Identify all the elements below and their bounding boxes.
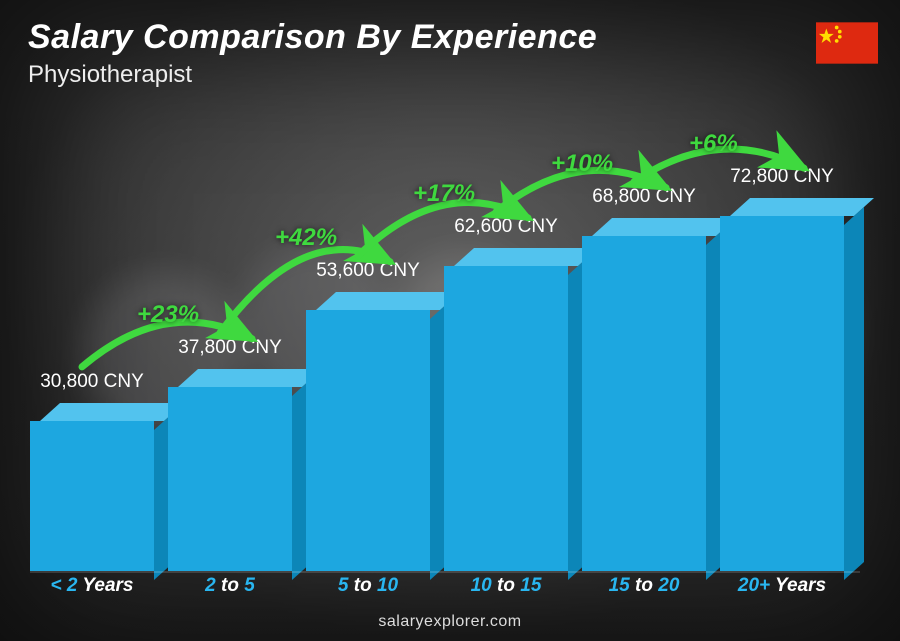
bar: 72,800 CNY (720, 216, 844, 571)
x-axis-divider (30, 571, 860, 573)
bar-value-label: 37,800 CNY (143, 337, 317, 359)
chart-subtitle: Physiotherapist (28, 61, 597, 89)
growth-pct-label: +23% (137, 301, 199, 329)
bar-value-label: 30,800 CNY (5, 371, 179, 393)
growth-pct-label: +6% (689, 130, 738, 158)
x-axis-label: 10 to 15 (437, 575, 575, 597)
title-block: Salary Comparison By Experience Physioth… (28, 18, 597, 89)
china-flag-icon (816, 22, 878, 64)
growth-pct-label: +10% (551, 150, 613, 178)
bar-value-label: 72,800 CNY (695, 166, 869, 188)
x-axis-label: 20+ Years (713, 575, 851, 597)
x-axis-label: 5 to 10 (299, 575, 437, 597)
bar-chart: 30,800 CNY37,800 CNY53,600 CNY62,600 CNY… (30, 101, 860, 571)
bar: 30,800 CNY (30, 421, 154, 571)
x-axis-label: < 2 Years (23, 575, 161, 597)
x-axis-label: 15 to 20 (575, 575, 713, 597)
x-axis-labels: < 2 Years2 to 55 to 1010 to 1515 to 2020… (30, 575, 860, 601)
bar-value-label: 53,600 CNY (281, 260, 455, 282)
bar-value-label: 68,800 CNY (557, 186, 731, 208)
bar: 53,600 CNY (306, 310, 430, 571)
bar: 68,800 CNY (582, 236, 706, 571)
footer-attribution: salaryexplorer.com (0, 613, 900, 631)
bar: 62,600 CNY (444, 266, 568, 571)
bar: 37,800 CNY (168, 387, 292, 571)
bar-value-label: 62,600 CNY (419, 216, 593, 238)
growth-pct-label: +17% (413, 180, 475, 208)
x-axis-label: 2 to 5 (161, 575, 299, 597)
growth-pct-label: +42% (275, 224, 337, 252)
chart-title: Salary Comparison By Experience (28, 18, 597, 57)
